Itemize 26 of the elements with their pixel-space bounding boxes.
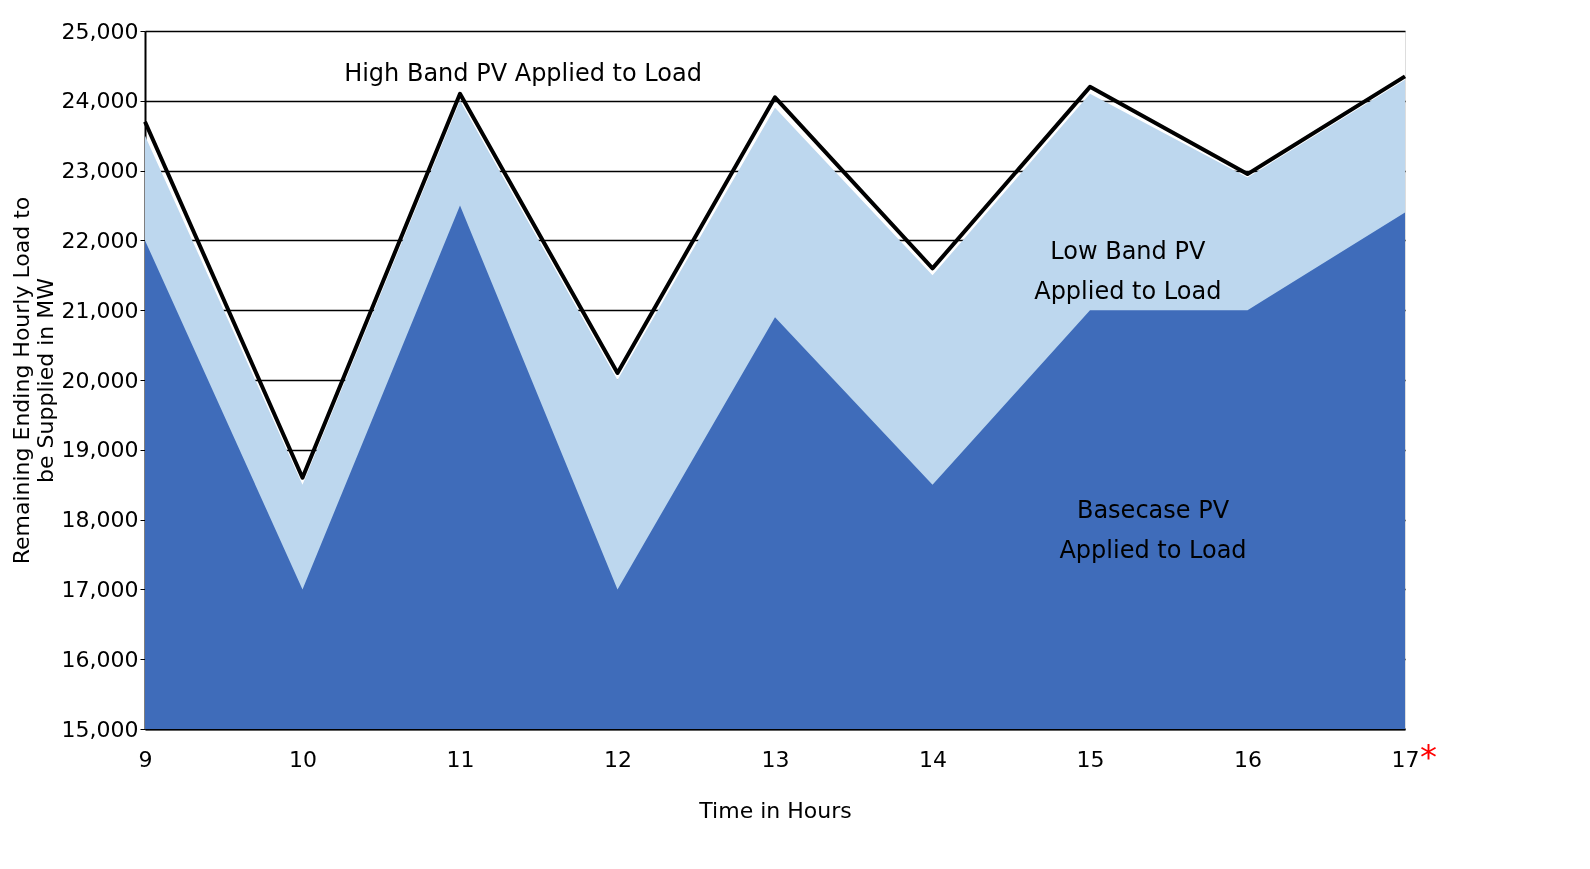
x-tick-label: 10 bbox=[289, 746, 317, 772]
x-tick-label: 15 bbox=[1076, 746, 1105, 772]
x-tick-label: 9 bbox=[138, 746, 153, 772]
text: * bbox=[1420, 737, 1437, 777]
x-tick-label: 11 bbox=[446, 746, 475, 772]
x-tick-label: 13 bbox=[761, 746, 790, 772]
y-tick-label: 23,000 bbox=[61, 158, 139, 184]
y-axis-title: Remaining Ending Hourly Load to be Supplied in MW bbox=[8, 196, 58, 565]
series-label: Low Band PV Applied to Load bbox=[1034, 237, 1222, 306]
y-tick-label: 18,000 bbox=[61, 507, 139, 533]
y-tick-label: 25,000 bbox=[61, 18, 139, 44]
y-tick-label: 15,000 bbox=[61, 716, 139, 742]
y-tick-label: 20,000 bbox=[61, 367, 139, 393]
x-tick-label: 16 bbox=[1234, 746, 1262, 772]
y-tick-label: 24,000 bbox=[61, 88, 139, 114]
y-tick-label: 22,000 bbox=[61, 227, 139, 253]
series-label: Basecase PV Applied to Load bbox=[1059, 495, 1247, 564]
x-tick-label: 14 bbox=[919, 746, 947, 772]
y-tick-label: 19,000 bbox=[61, 437, 139, 463]
y-tick-label: 17,000 bbox=[61, 576, 139, 602]
y-tick-label: 21,000 bbox=[61, 297, 139, 323]
x-axis-title: Time in Hours bbox=[698, 797, 852, 823]
text: High Band PV Applied to Load bbox=[344, 59, 702, 88]
x-tick-label: 17 bbox=[1391, 746, 1420, 772]
x-tick-label: 12 bbox=[604, 746, 632, 772]
y-tick-label: 16,000 bbox=[61, 646, 139, 672]
